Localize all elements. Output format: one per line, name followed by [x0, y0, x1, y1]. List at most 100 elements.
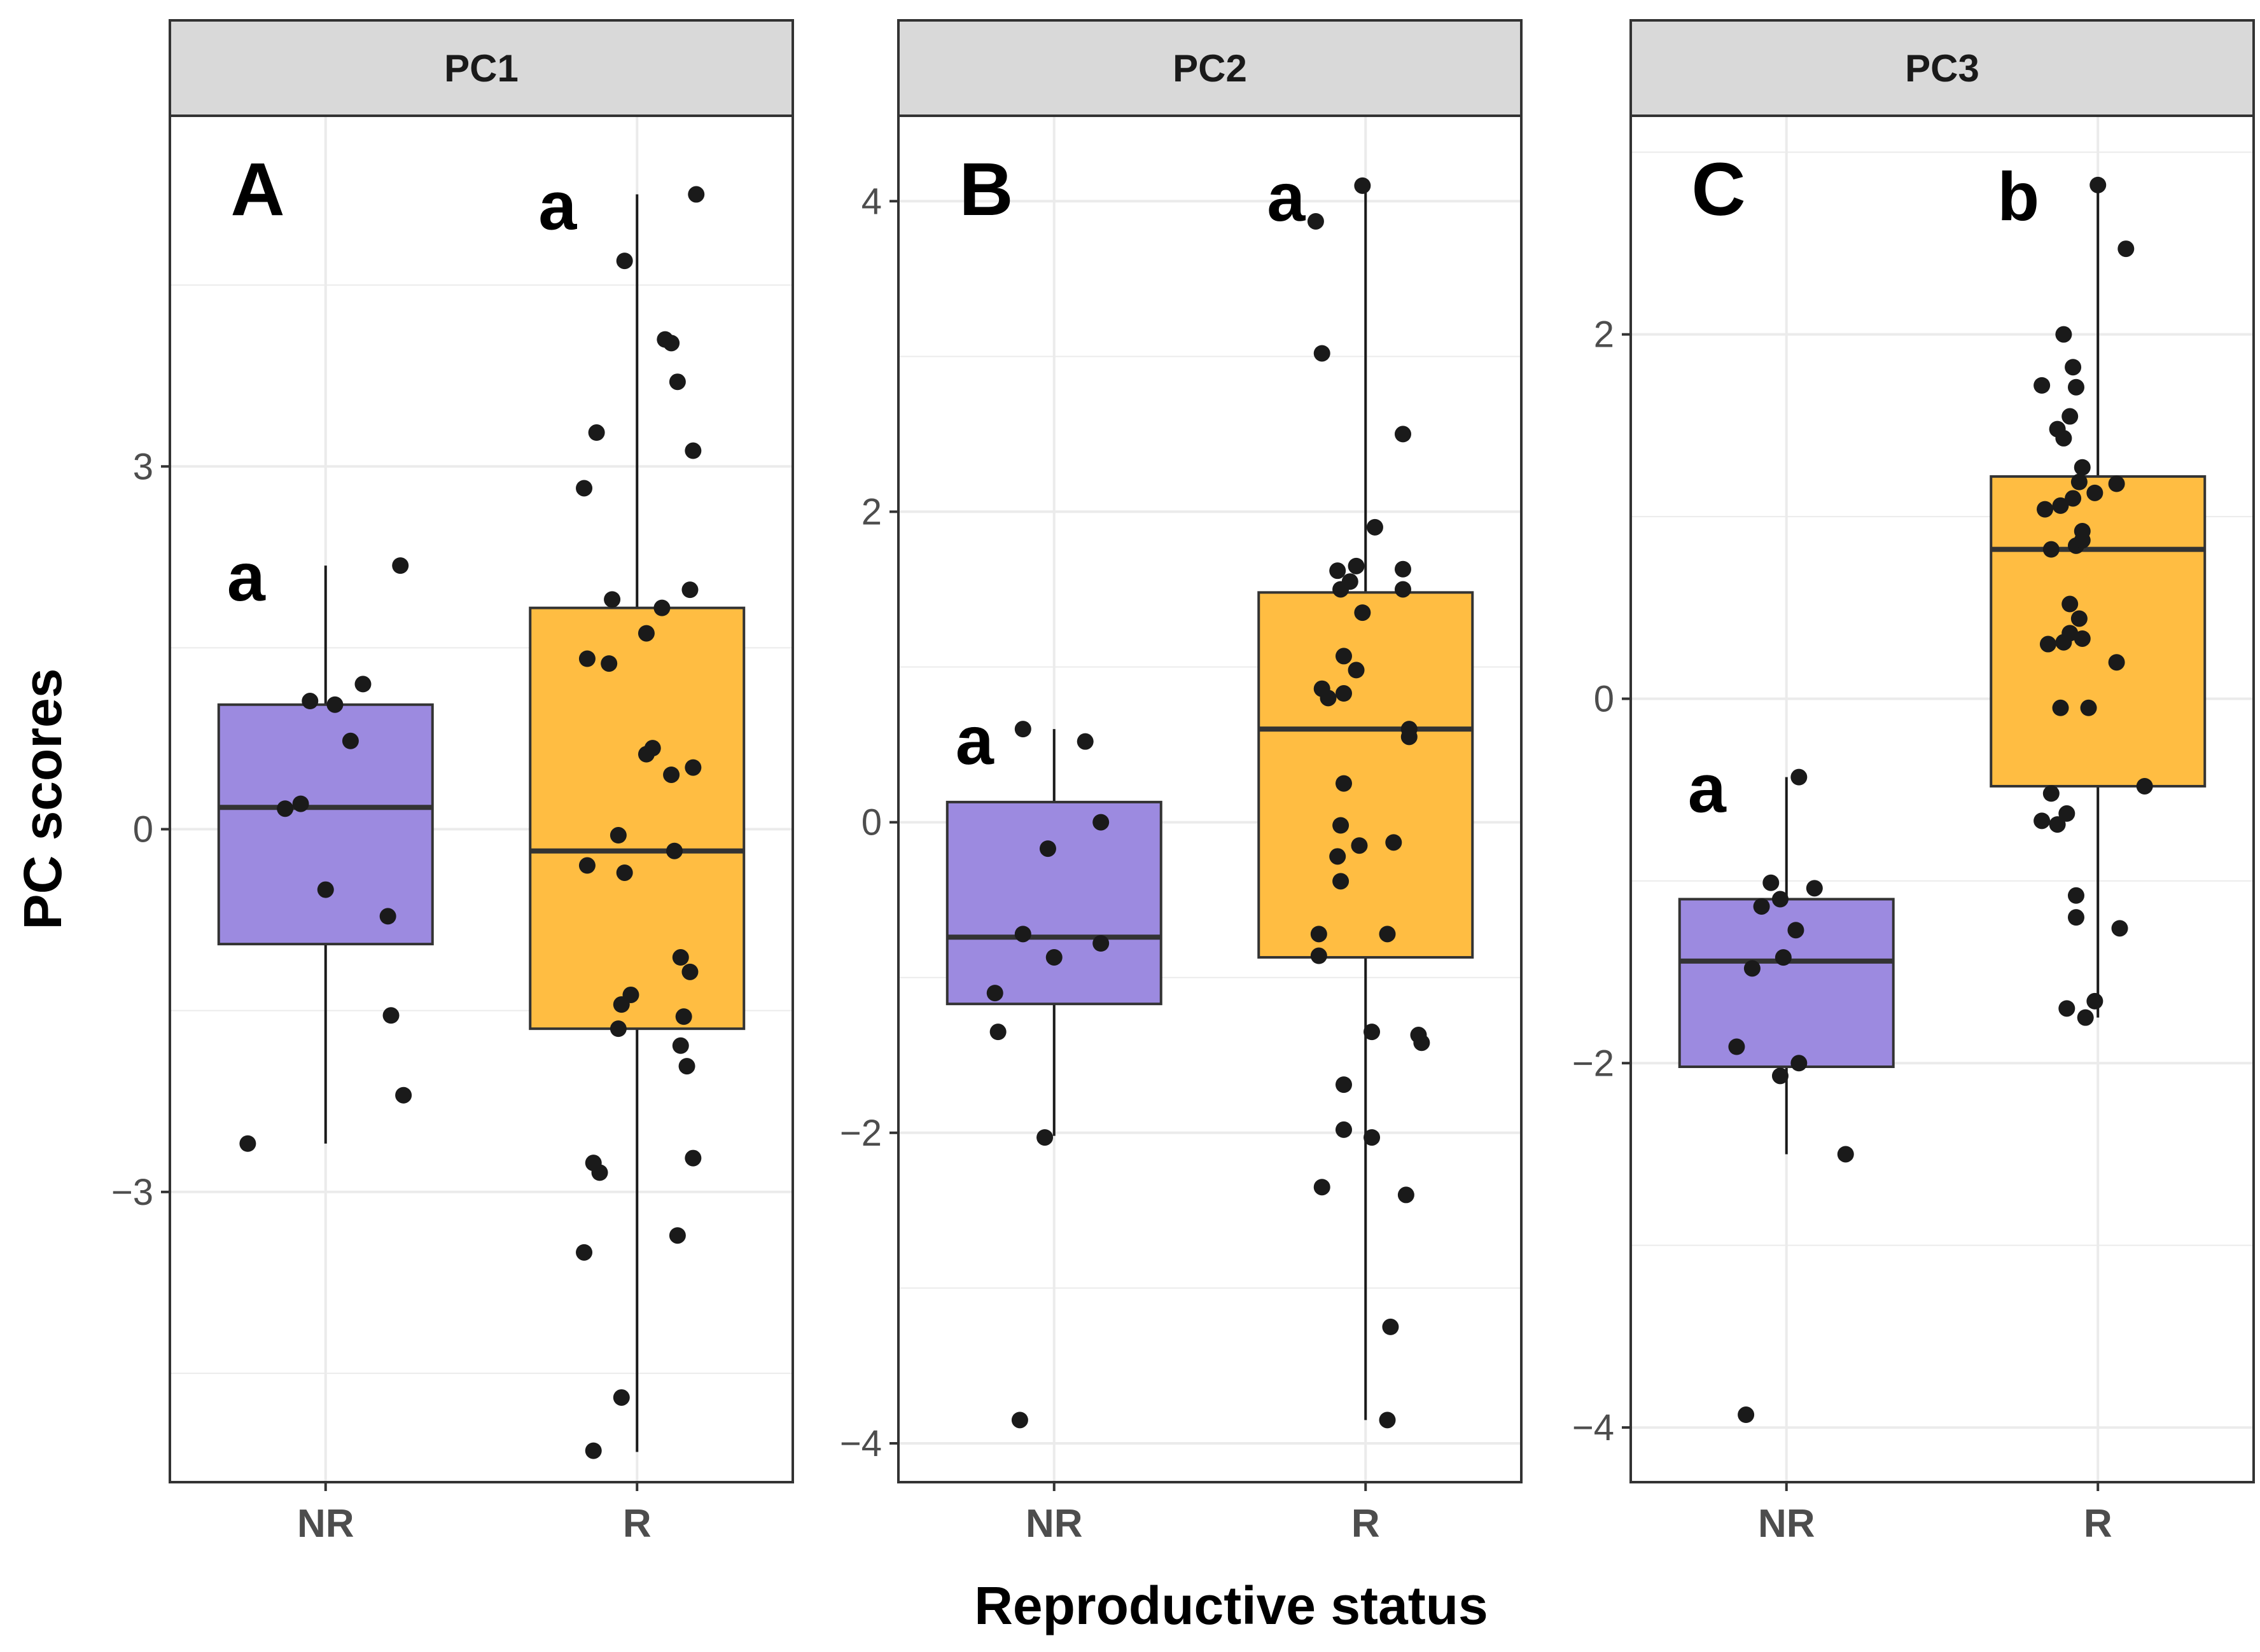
facet-strip-label: PC3 — [1905, 47, 1979, 90]
y-tick-label: 3 — [133, 446, 153, 487]
data-point — [2055, 326, 2072, 343]
data-point — [354, 676, 372, 693]
panel-pc2: a a B PC2 −4 −2 0 2 4 NR R — [840, 19, 1523, 1546]
data-point — [292, 795, 309, 812]
box-r — [1257, 591, 1474, 959]
data-point — [1762, 874, 1780, 891]
data-point — [685, 759, 702, 776]
data-point — [578, 650, 596, 667]
data-point — [2037, 501, 2054, 518]
significance-letter: a — [538, 167, 577, 244]
data-point — [986, 985, 1003, 1002]
data-point — [2074, 522, 2091, 539]
x-axis-title: Reproductive status — [974, 1576, 1488, 1635]
data-point — [1728, 1038, 1745, 1055]
data-point — [1837, 1146, 1854, 1163]
data-point — [678, 1058, 695, 1075]
data-point — [1310, 947, 1327, 964]
data-point — [1354, 177, 1371, 194]
data-point — [1335, 685, 1352, 702]
data-point — [1394, 560, 1411, 578]
data-point — [2065, 490, 2082, 507]
data-point — [1379, 926, 1396, 943]
y-tick-label: −2 — [840, 1113, 882, 1154]
data-point — [669, 373, 686, 391]
data-point — [610, 827, 627, 844]
data-point — [681, 963, 699, 980]
data-point — [1092, 814, 1110, 831]
data-point — [2080, 699, 2097, 716]
data-point — [638, 625, 655, 642]
data-point — [2061, 595, 2079, 613]
data-point — [2070, 610, 2088, 627]
data-point — [1011, 1412, 1028, 1429]
data-point — [1753, 898, 1770, 915]
data-point — [2039, 635, 2056, 653]
data-point — [2058, 805, 2075, 822]
box-nr — [1678, 898, 1895, 1069]
data-point — [2074, 459, 2091, 476]
data-point — [1329, 848, 1346, 865]
panel-background — [1631, 116, 2254, 1482]
data-point — [2111, 920, 2128, 937]
data-point — [2042, 541, 2060, 558]
data-point — [1382, 1318, 1399, 1335]
data-point — [1335, 775, 1352, 792]
y-tick-label: 0 — [1594, 678, 1614, 719]
data-point — [681, 581, 699, 599]
data-point — [326, 696, 344, 713]
data-point — [669, 1227, 686, 1244]
data-point — [685, 442, 702, 459]
y-axis-title: PC scores — [13, 669, 73, 930]
data-point — [2052, 497, 2069, 514]
data-point — [1790, 768, 1808, 786]
data-point — [1364, 1129, 1381, 1146]
box-group-nr — [217, 566, 434, 1144]
y-tick-label: 2 — [1594, 314, 1614, 356]
data-point — [1341, 573, 1358, 590]
data-point — [2086, 484, 2103, 501]
data-point — [2074, 630, 2091, 647]
box-r — [1990, 475, 2207, 788]
data-point — [1313, 345, 1330, 362]
data-point — [1394, 426, 1411, 443]
data-point — [2033, 377, 2051, 394]
data-point — [1787, 922, 1804, 939]
box-group-r — [529, 194, 746, 1452]
data-point — [1014, 721, 1031, 738]
significance-letter: a — [1267, 158, 1306, 235]
data-point — [1394, 581, 1411, 598]
box-nr — [217, 703, 434, 946]
data-point — [1771, 891, 1789, 908]
data-point — [1775, 949, 1792, 966]
data-point — [989, 1024, 1007, 1041]
x-tick-label: NR — [1026, 1502, 1083, 1546]
x-tick-label: NR — [297, 1502, 354, 1546]
data-point — [392, 557, 409, 574]
data-point — [1379, 1412, 1396, 1429]
data-point — [653, 599, 671, 616]
data-point — [1039, 840, 1056, 857]
significance-letter: a — [956, 702, 994, 779]
data-point — [1743, 960, 1761, 977]
data-point — [1335, 1121, 1352, 1138]
data-point — [675, 1008, 692, 1025]
data-point — [302, 693, 319, 710]
data-point — [1738, 1406, 1755, 1424]
data-point — [685, 1149, 702, 1167]
data-point — [613, 1389, 630, 1406]
data-point — [2065, 359, 2082, 376]
data-point — [2049, 816, 2066, 833]
data-point — [382, 1007, 400, 1024]
data-point — [1335, 1076, 1352, 1093]
data-point — [610, 1020, 627, 1038]
data-point — [1036, 1129, 1054, 1146]
significance-letter: a — [227, 538, 266, 615]
panel-pc3: a b C PC3 −4 −2 0 2 NR R — [1572, 19, 2255, 1546]
data-point — [616, 864, 633, 881]
significance-letter: a — [1688, 750, 1727, 827]
data-point — [2033, 812, 2051, 829]
box-group-r — [1990, 184, 2207, 1018]
x-tick-label: NR — [1758, 1502, 1815, 1546]
